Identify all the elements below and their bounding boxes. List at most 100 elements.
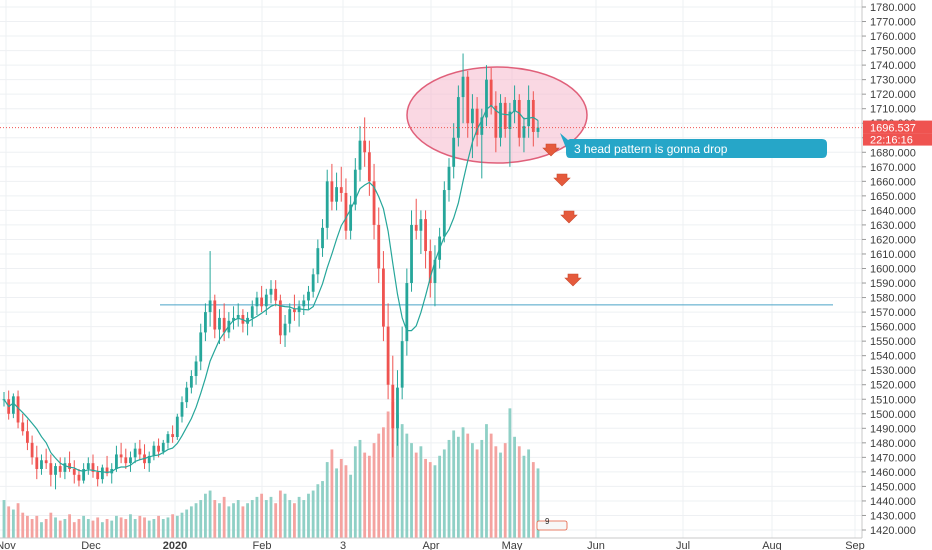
candle-body — [480, 117, 484, 135]
candle-body — [283, 323, 287, 336]
candle-body — [452, 137, 456, 167]
volume-bar — [157, 515, 160, 538]
candle-body — [189, 376, 193, 388]
price-axis[interactable]: 1420.000 1430.000 1440.000 1450.000 1460.000… — [861, 0, 916, 538]
candle-body — [274, 288, 278, 301]
volume-bar — [129, 514, 132, 538]
volume-bar — [307, 493, 310, 538]
candle-body — [35, 457, 39, 469]
candle-body — [433, 259, 437, 284]
y-tick-label: 1480.000 — [870, 438, 916, 450]
y-tick-label: 1590.000 — [870, 278, 916, 290]
candle-body — [208, 300, 212, 313]
candle-body — [405, 283, 409, 342]
volume-bar — [396, 414, 399, 538]
volume-bar — [330, 449, 334, 538]
y-tick-label: 1600.000 — [870, 264, 916, 276]
candle-body — [531, 99, 535, 132]
y-tick-label: 1780.000 — [870, 2, 916, 14]
down-arrow[interactable] — [560, 210, 578, 224]
candle-body — [316, 248, 320, 275]
candle-body — [428, 251, 432, 284]
candle-body — [264, 294, 268, 307]
y-tick-label: 1510.000 — [870, 394, 916, 406]
candle-body — [288, 309, 292, 324]
y-tick-label: 1550.000 — [870, 336, 916, 348]
candle-body — [105, 467, 109, 474]
x-tick-label: Sep — [845, 540, 865, 550]
volume-bar — [208, 490, 212, 538]
volume-bar — [386, 411, 390, 538]
x-tick-label: May — [502, 540, 523, 550]
volume-bar — [283, 493, 287, 538]
y-tick-label: 1620.000 — [870, 234, 916, 246]
volume-bar — [49, 512, 53, 538]
x-tick-label: Dec — [81, 540, 101, 550]
candle-body — [508, 111, 512, 130]
candle-body — [138, 448, 142, 455]
time-axis[interactable]: Nov Dec 2020 Feb 3 Apr May Jun Jul Aug Sep — [0, 537, 865, 550]
annotation-callout[interactable]: 3 head pattern is gonna drop — [560, 133, 827, 158]
volume-bar — [30, 519, 34, 538]
candle-body — [86, 463, 90, 469]
volume-bar — [35, 515, 39, 538]
candle-body — [513, 99, 516, 112]
badge-text: 9 — [545, 517, 550, 526]
y-tick-label: 1570.000 — [870, 307, 916, 319]
candle-body — [522, 126, 526, 138]
candle-body — [321, 227, 324, 249]
candle-body — [199, 332, 203, 362]
volume-bar — [316, 484, 320, 538]
y-tick-label: 1750.000 — [870, 46, 916, 58]
candle-body — [377, 224, 381, 269]
candle-body — [250, 306, 254, 318]
candle-body — [499, 102, 502, 138]
candle-body — [456, 97, 460, 138]
volume-bar — [218, 503, 221, 538]
down-arrow[interactable] — [553, 173, 571, 187]
candle-body — [129, 457, 132, 464]
volume-bar — [372, 443, 376, 538]
volume-bar — [485, 424, 488, 538]
y-tick-label: 1450.000 — [870, 481, 916, 493]
x-tick-label: Jun — [587, 540, 605, 550]
volume-bar — [428, 462, 432, 538]
volume-bar — [438, 455, 442, 538]
volume-bar — [499, 452, 502, 538]
candle-body — [236, 314, 240, 318]
volume-bar — [391, 402, 395, 538]
y-tick-label: 1560.000 — [870, 322, 916, 334]
candle-body — [396, 387, 399, 429]
callout-shape — [560, 133, 827, 158]
y-tick-label: 1740.000 — [870, 60, 916, 72]
volume-bar — [255, 496, 259, 538]
volume-bar — [447, 439, 451, 538]
down-arrows[interactable] — [542, 143, 582, 287]
volume-bar — [2, 500, 6, 538]
volume-bar — [508, 408, 512, 538]
y-tick-label: 1760.000 — [870, 31, 916, 43]
volume-bar — [513, 436, 516, 538]
volume-bar — [288, 500, 292, 538]
y-tick-label: 1660.000 — [870, 176, 916, 188]
down-arrow[interactable] — [542, 143, 560, 157]
candle-body — [330, 181, 334, 202]
volume-bar — [517, 446, 521, 538]
volume-bar — [489, 433, 493, 538]
candle-body — [246, 317, 249, 324]
candle-body — [260, 297, 264, 307]
volume-bar — [349, 474, 353, 538]
candle-body — [171, 434, 175, 438]
volume-bar — [344, 465, 348, 538]
volume-bar — [143, 517, 146, 538]
down-arrow[interactable] — [564, 273, 582, 287]
volume-bar — [124, 519, 128, 538]
candle-body — [517, 99, 521, 138]
volume-bar — [302, 500, 306, 538]
x-tick-label: Jul — [676, 540, 690, 550]
volume-bar — [400, 424, 404, 538]
candle-body — [44, 460, 48, 464]
volume-bar — [274, 503, 278, 538]
volume-bar — [433, 465, 437, 538]
